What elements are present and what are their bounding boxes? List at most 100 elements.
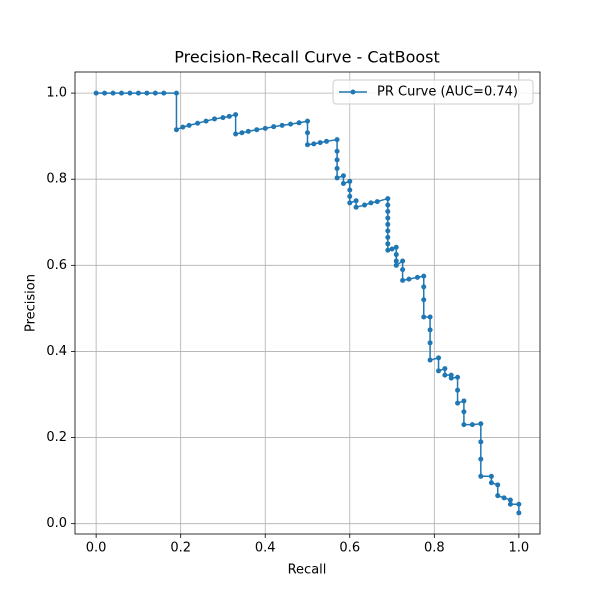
pr-point (478, 456, 484, 462)
pr-point (135, 90, 141, 96)
pr-point (305, 130, 310, 136)
pr-point (152, 90, 158, 96)
pr-point (347, 178, 353, 184)
pr-point (374, 199, 380, 205)
pr-point (305, 142, 310, 148)
y-tick-label: 0.8 (46, 172, 67, 187)
pr-point (393, 258, 399, 264)
pr-point (385, 241, 391, 247)
chart-title: Precision-Recall Curve - CatBoost (174, 48, 440, 67)
pr-point (516, 510, 522, 516)
pr-point (311, 141, 317, 147)
pr-point (334, 157, 340, 163)
pr-point (233, 112, 239, 118)
pr-point (436, 355, 442, 361)
pr-point (427, 327, 433, 333)
pr-point (220, 115, 226, 121)
x-tick-label: 1.0 (509, 541, 530, 556)
pr-point (427, 314, 433, 320)
pr-point (340, 173, 346, 179)
pr-point (119, 90, 124, 96)
pr-point (507, 501, 513, 507)
pr-point (488, 480, 494, 486)
pr-point (406, 276, 412, 282)
y-tick-label: 0.4 (46, 344, 67, 359)
pr-point (334, 175, 340, 181)
pr-point (110, 90, 116, 96)
pr-point (400, 277, 406, 283)
pr-point (385, 202, 391, 208)
pr-point (245, 128, 251, 134)
pr-point (93, 90, 99, 96)
pr-point (455, 374, 461, 380)
x-tick-label: 0.2 (170, 541, 191, 556)
pr-point (421, 297, 427, 303)
pr-point (262, 125, 268, 131)
y-tick-label: 1.0 (46, 86, 67, 101)
pr-point (427, 340, 433, 346)
pr-point (226, 113, 232, 119)
pr-point (317, 140, 323, 146)
pr-point (334, 165, 340, 171)
pr-point (334, 137, 340, 143)
pr-point (414, 274, 420, 280)
y-tick-label: 0.2 (46, 430, 67, 445)
pr-point (195, 120, 201, 126)
legend-label: PR Curve (AUC=0.74) (377, 85, 518, 100)
pr-point (102, 90, 108, 96)
pr-point (385, 196, 391, 202)
x-tick-label: 0.0 (86, 541, 107, 556)
pr-point (507, 497, 513, 503)
pr-point (144, 90, 150, 96)
pr-point (296, 120, 302, 126)
pr-point (393, 252, 399, 258)
pr-point (400, 267, 406, 273)
pr-point (393, 262, 399, 268)
pr-point (180, 124, 186, 130)
pr-point (127, 90, 133, 96)
legend-marker (350, 89, 356, 95)
pr-point (442, 366, 448, 372)
pr-point (421, 284, 427, 290)
pr-point (173, 90, 179, 96)
legend-box (332, 79, 534, 105)
pr-point (385, 247, 391, 253)
y-tick-label: 0.0 (46, 516, 67, 531)
pr-point (421, 273, 427, 279)
pr-point (478, 473, 484, 479)
pr-point (305, 118, 310, 124)
pr-point (501, 495, 507, 501)
pr-point (389, 246, 395, 252)
plot-frame (74, 71, 541, 535)
pr-point (421, 314, 427, 320)
y-axis-label: Precision (24, 274, 39, 332)
pr-point (436, 368, 442, 374)
pr-point (212, 116, 217, 122)
pr-point (448, 375, 454, 381)
pr-point (161, 90, 167, 96)
pr-point (393, 244, 399, 250)
pr-point (461, 422, 467, 428)
pr-point (427, 357, 433, 363)
pr-point (279, 122, 285, 128)
pr-point (324, 138, 330, 144)
pr-point (495, 493, 501, 499)
pr-point (385, 228, 391, 234)
pr-point (340, 181, 346, 187)
pr-point (186, 122, 192, 128)
legend: PR Curve (AUC=0.74) (332, 79, 534, 105)
pr-point (239, 130, 245, 136)
pr-point (173, 127, 179, 133)
x-tick-label: 0.8 (424, 541, 445, 556)
pr-point (347, 200, 353, 206)
pr-point (203, 118, 209, 124)
pr-point (478, 439, 484, 445)
pr-point (368, 200, 374, 206)
pr-point (347, 193, 353, 199)
pr-point (455, 387, 461, 393)
pr-point (271, 124, 277, 130)
pr-point (516, 501, 522, 507)
pr-point (233, 131, 239, 137)
pr-point (385, 209, 391, 215)
pr-point (469, 422, 475, 428)
